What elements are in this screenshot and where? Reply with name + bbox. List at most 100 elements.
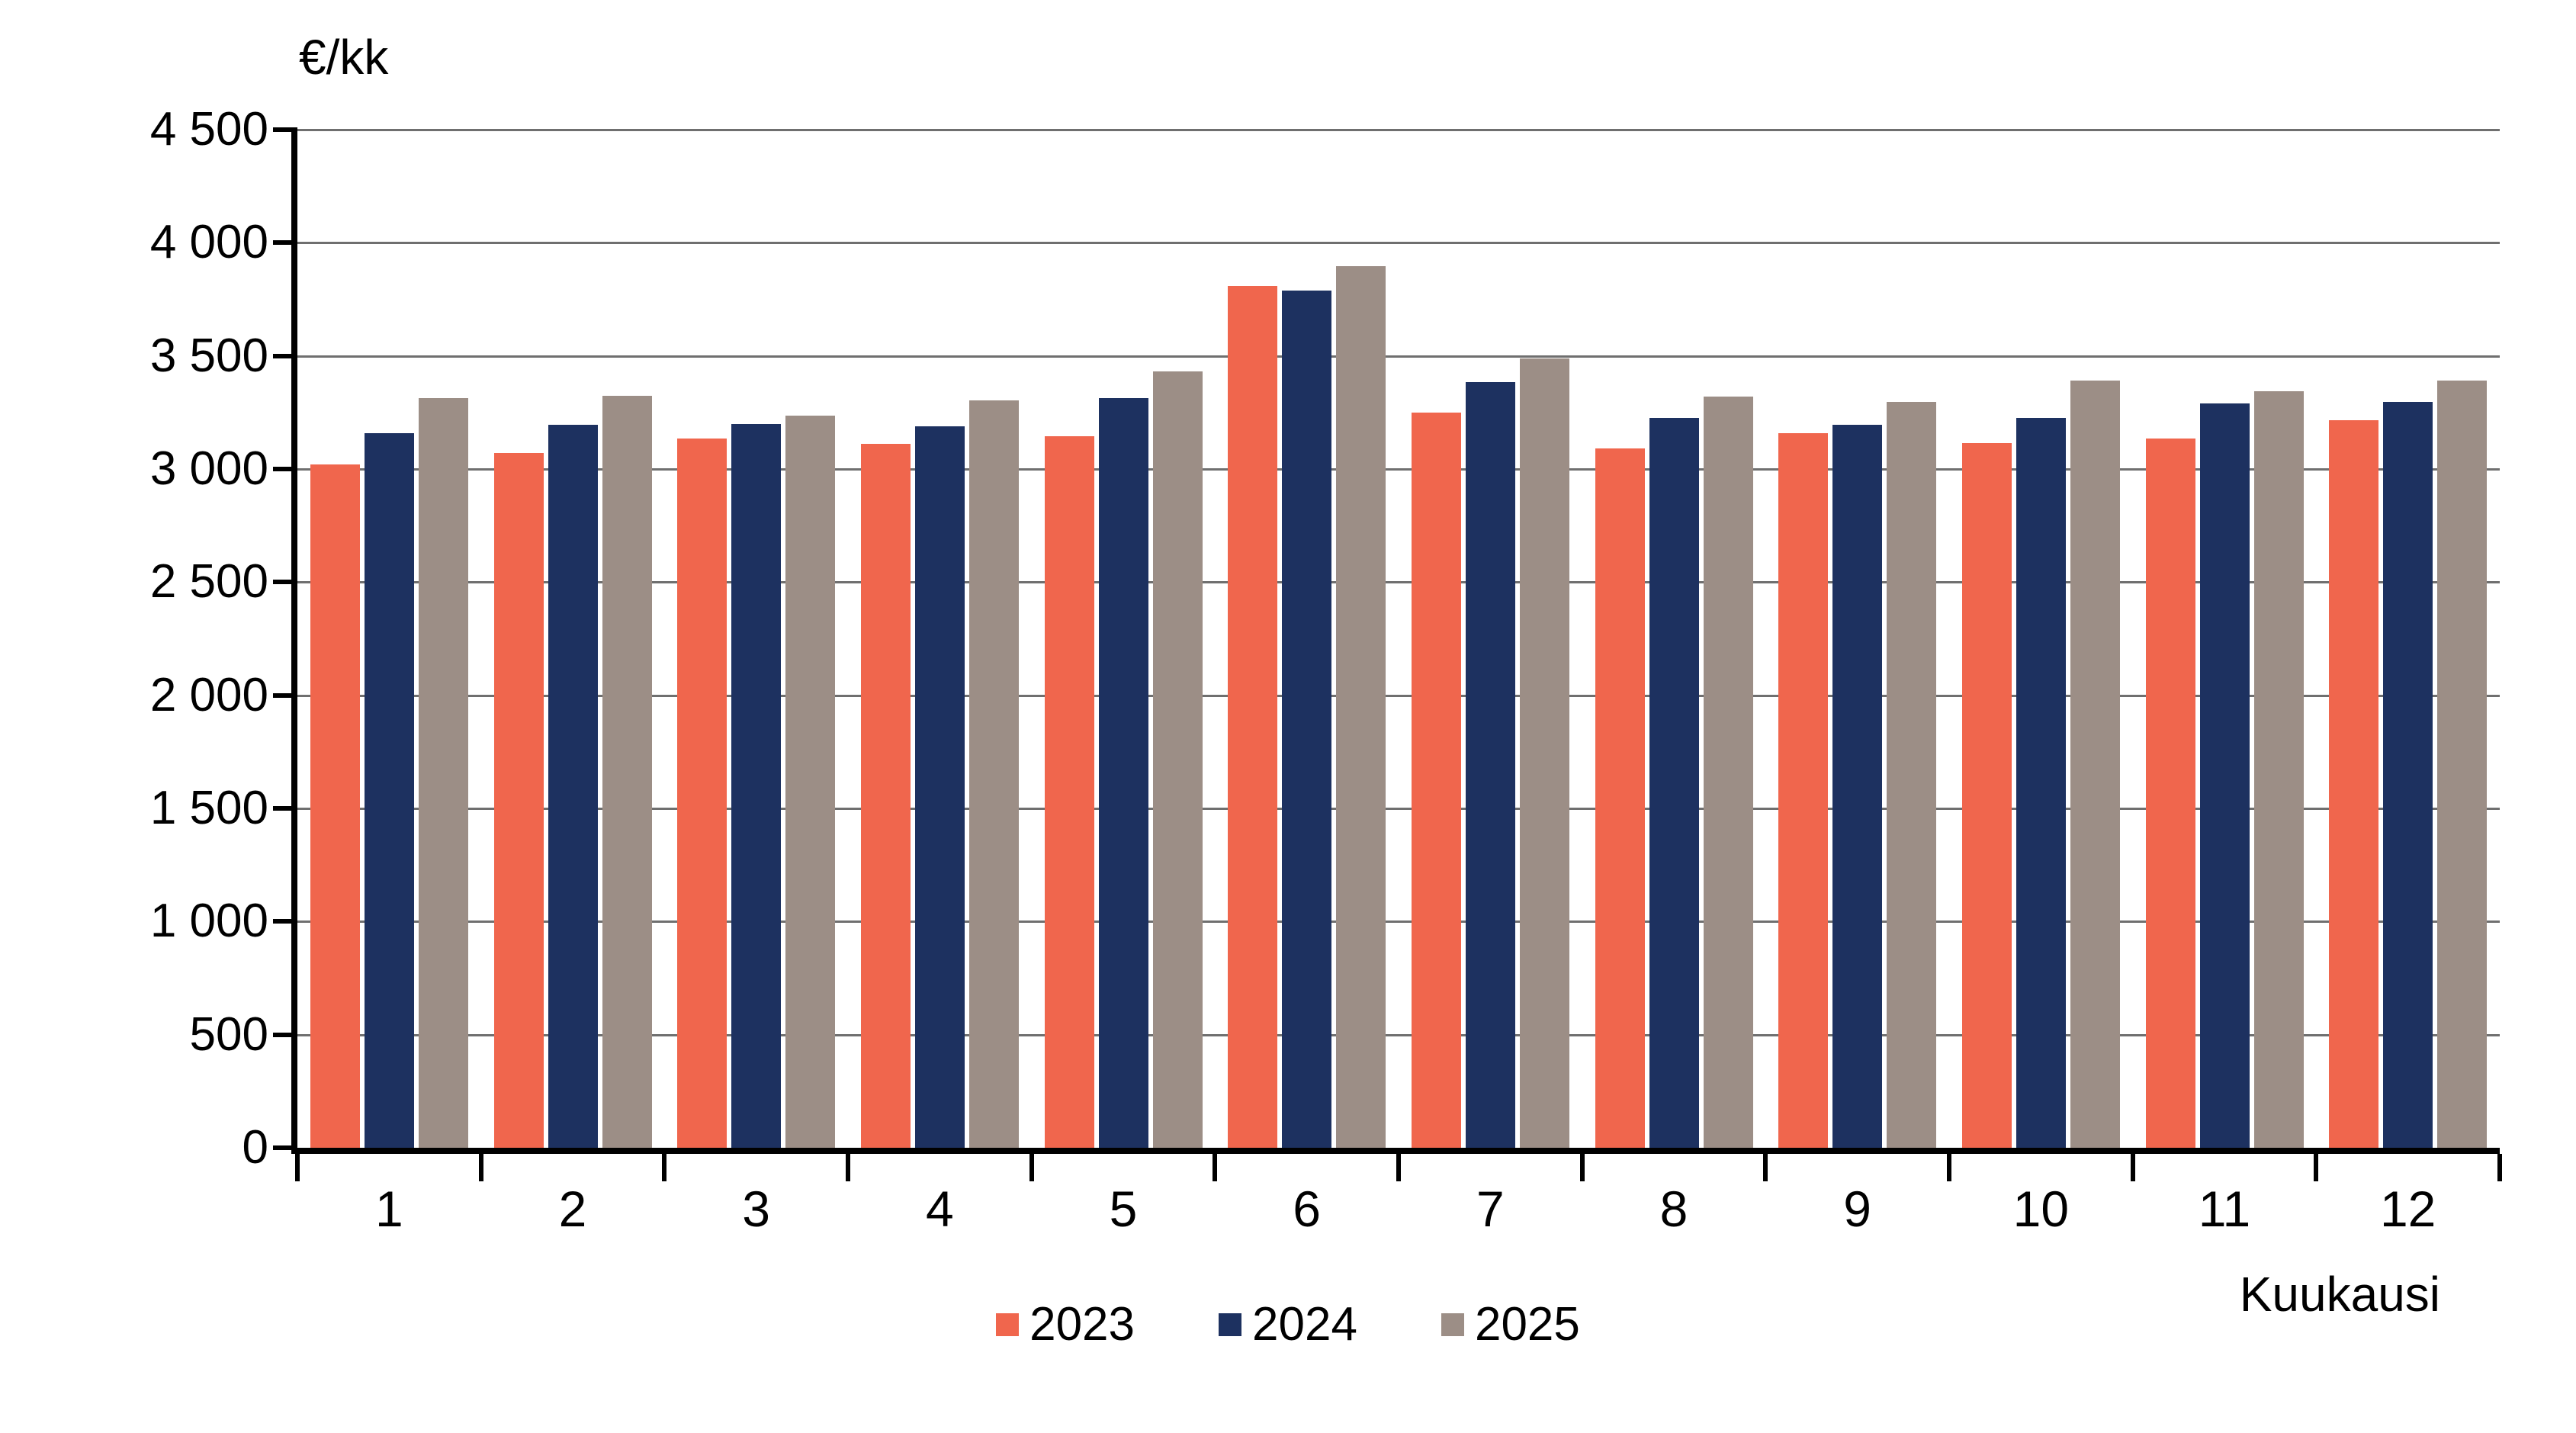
bar-2025-month-4 — [968, 400, 1019, 1148]
bar-2025-month-5 — [1152, 371, 1203, 1148]
bar-2024-month-3 — [731, 423, 782, 1148]
legend-label-2024: 2024 — [1252, 1298, 1357, 1351]
bar-2025-month-2 — [602, 395, 652, 1148]
bar-2024-month-9 — [1832, 425, 1883, 1148]
gridline-3000 — [297, 468, 2500, 471]
x-tick-12 — [2497, 1154, 2502, 1181]
legend-item-2025: 2025 — [1441, 1301, 1580, 1348]
bar-2023-month-8 — [1595, 448, 1645, 1148]
bar-2023-month-3 — [677, 438, 728, 1148]
bar-2025-month-12 — [2437, 381, 2488, 1148]
y-axis-line — [291, 128, 297, 1154]
x-tick-9 — [1947, 1154, 1951, 1181]
bar-2023-month-11 — [2145, 438, 2195, 1148]
y-tick-label-1500: 1 500 — [149, 782, 268, 834]
bar-2024-month-7 — [1465, 381, 1515, 1148]
legend-swatch-2024 — [1219, 1313, 1242, 1336]
y-tick-4500 — [273, 127, 297, 132]
x-tick-8 — [1763, 1154, 1768, 1181]
y-tick-3000 — [273, 467, 297, 471]
y-tick-3500 — [273, 353, 297, 358]
bar-2023-month-6 — [1228, 285, 1278, 1148]
bar-2024-month-4 — [914, 426, 965, 1148]
bar-2024-month-10 — [2016, 418, 2066, 1148]
x-tick-label-11: 11 — [2198, 1181, 2251, 1237]
bar-2024-month-11 — [2199, 403, 2250, 1148]
y-tick-label-1000: 1 000 — [149, 895, 268, 948]
bar-2025-month-7 — [1519, 358, 1569, 1148]
x-tick-label-5: 5 — [1109, 1181, 1138, 1237]
bar-2023-month-10 — [1961, 442, 2012, 1148]
y-tick-2000 — [273, 692, 297, 698]
legend: 2023 2024 2025 — [0, 1301, 2576, 1348]
bar-2023-month-9 — [1778, 432, 1829, 1148]
x-tick-label-3: 3 — [742, 1181, 771, 1237]
y-tick-label-4000: 4 000 — [149, 216, 268, 269]
gridline-500 — [297, 1033, 2500, 1036]
y-tick-label-3500: 3 500 — [149, 329, 268, 382]
bar-2023-month-12 — [2329, 420, 2379, 1148]
y-tick-0 — [273, 1145, 297, 1150]
y-tick-label-2000: 2 000 — [149, 668, 268, 721]
bar-2023-month-5 — [1044, 435, 1094, 1148]
bar-2025-month-8 — [1703, 397, 1753, 1148]
x-tick-3 — [846, 1154, 850, 1181]
x-tick-7 — [1579, 1154, 1585, 1181]
legend-label-2025: 2025 — [1474, 1298, 1580, 1351]
legend-swatch-2023 — [996, 1313, 1020, 1336]
gridline-4500 — [297, 129, 2500, 131]
gridline-3500 — [297, 355, 2500, 358]
legend-item-2023: 2023 — [996, 1301, 1135, 1348]
y-tick-2500 — [273, 580, 297, 585]
bar-2024-month-2 — [548, 425, 598, 1148]
bar-2025-month-6 — [1336, 266, 1386, 1148]
bar-2024-month-1 — [364, 432, 414, 1148]
x-tick-label-9: 9 — [1843, 1181, 1872, 1237]
y-tick-1000 — [273, 919, 297, 924]
y-tick-label-3000: 3 000 — [149, 442, 268, 495]
y-tick-500 — [273, 1032, 297, 1037]
y-tick-label-500: 500 — [189, 1007, 268, 1061]
legend-swatch-2025 — [1441, 1313, 1464, 1336]
x-tick-4 — [1029, 1154, 1034, 1181]
x-axis-title: Kuukausi — [2239, 1267, 2440, 1322]
x-tick-1 — [478, 1154, 483, 1181]
legend-label-2023: 2023 — [1029, 1298, 1135, 1351]
x-tick-5 — [1213, 1154, 1218, 1181]
x-axis-line — [291, 1148, 2500, 1154]
y-axis-unit-label: €/kk — [299, 30, 389, 85]
gridline-1500 — [297, 808, 2500, 810]
y-tick-label-0: 0 — [242, 1121, 268, 1174]
bar-2023-month-1 — [310, 464, 360, 1148]
x-tick-label-2: 2 — [558, 1181, 587, 1237]
x-tick-10 — [2130, 1154, 2135, 1181]
bar-2025-month-3 — [785, 416, 836, 1148]
y-tick-4000 — [273, 240, 297, 246]
x-tick-11 — [2314, 1154, 2319, 1181]
bar-2023-month-7 — [1411, 412, 1461, 1148]
y-tick-label-2500: 2 500 — [149, 555, 268, 609]
y-tick-label-4500: 4 500 — [149, 103, 268, 156]
bar-2025-month-9 — [1887, 402, 1937, 1148]
x-tick-label-8: 8 — [1659, 1181, 1688, 1237]
bar-2024-month-6 — [1282, 290, 1332, 1148]
bar-2024-month-12 — [2383, 402, 2433, 1148]
bar-2023-month-4 — [860, 444, 911, 1148]
x-tick-label-7: 7 — [1476, 1181, 1505, 1237]
bar-2023-month-2 — [493, 453, 544, 1148]
x-tick-label-6: 6 — [1293, 1181, 1322, 1237]
x-tick-2 — [662, 1154, 667, 1181]
bar-2024-month-5 — [1098, 397, 1148, 1148]
gridline-2500 — [297, 581, 2500, 584]
bar-2025-month-11 — [2253, 390, 2304, 1148]
y-tick-1500 — [273, 806, 297, 811]
x-tick-label-12: 12 — [2379, 1181, 2436, 1237]
gridline-4000 — [297, 242, 2500, 245]
bar-2025-month-10 — [2070, 381, 2120, 1148]
bar-2025-month-1 — [418, 397, 468, 1148]
x-tick-0 — [295, 1154, 300, 1181]
x-tick-label-10: 10 — [2012, 1181, 2070, 1237]
bar-2024-month-8 — [1649, 418, 1699, 1148]
gridline-1000 — [297, 921, 2500, 924]
